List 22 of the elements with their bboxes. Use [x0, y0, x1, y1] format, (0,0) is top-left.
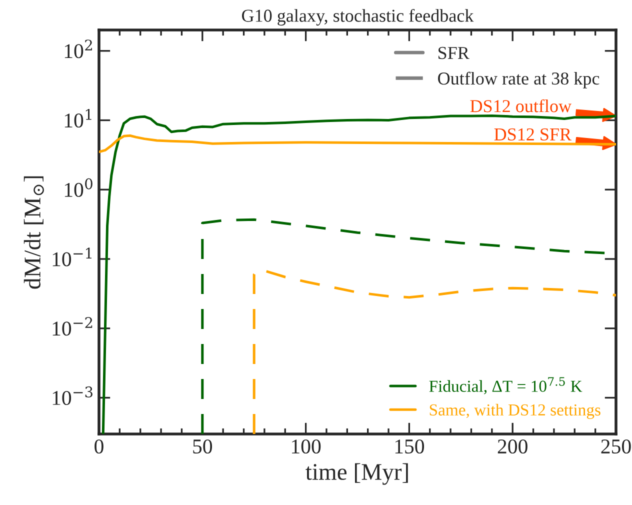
x-tick-label: 250 — [601, 439, 631, 454]
legend-label: Same, with DS12 settings — [430, 404, 600, 419]
y-tick-label: 10$^{−2}$ — [52, 317, 92, 336]
x-tick-label: 0 — [94, 439, 104, 454]
y-tick-label: 10$^{−3}$ — [52, 386, 92, 406]
annotation: DS12 outflow — [470, 99, 572, 112]
y-tick-label: 10$^{0}$ — [64, 178, 92, 197]
x-tick-label: 50 — [193, 439, 212, 454]
y-tick-label: 10$^{2}$ — [64, 40, 92, 58]
line-series — [252, 268, 616, 434]
x-tick-label: 100 — [292, 439, 321, 454]
annotation: DS12 SFR — [494, 128, 572, 140]
legend-label: Fiducial, ΔT = 10$^{7.5}$ K — [429, 377, 582, 394]
legend-label: SFR — [438, 46, 470, 60]
legend-label: Outflow rate at 38 kpc — [438, 72, 600, 88]
chart-title: G10 galaxy, stochastic feedback — [242, 8, 474, 26]
y-tick-label: 10$^{1}$ — [64, 108, 92, 128]
x-tick-label: 200 — [498, 439, 528, 454]
y-axis-title: dM/dt [M$_{⊙}$] — [24, 176, 44, 289]
x-axis-title: time [Myr] — [306, 463, 408, 485]
y-tick-label: 10$^{−1}$ — [52, 248, 92, 266]
x-tick-label: 150 — [395, 439, 424, 454]
